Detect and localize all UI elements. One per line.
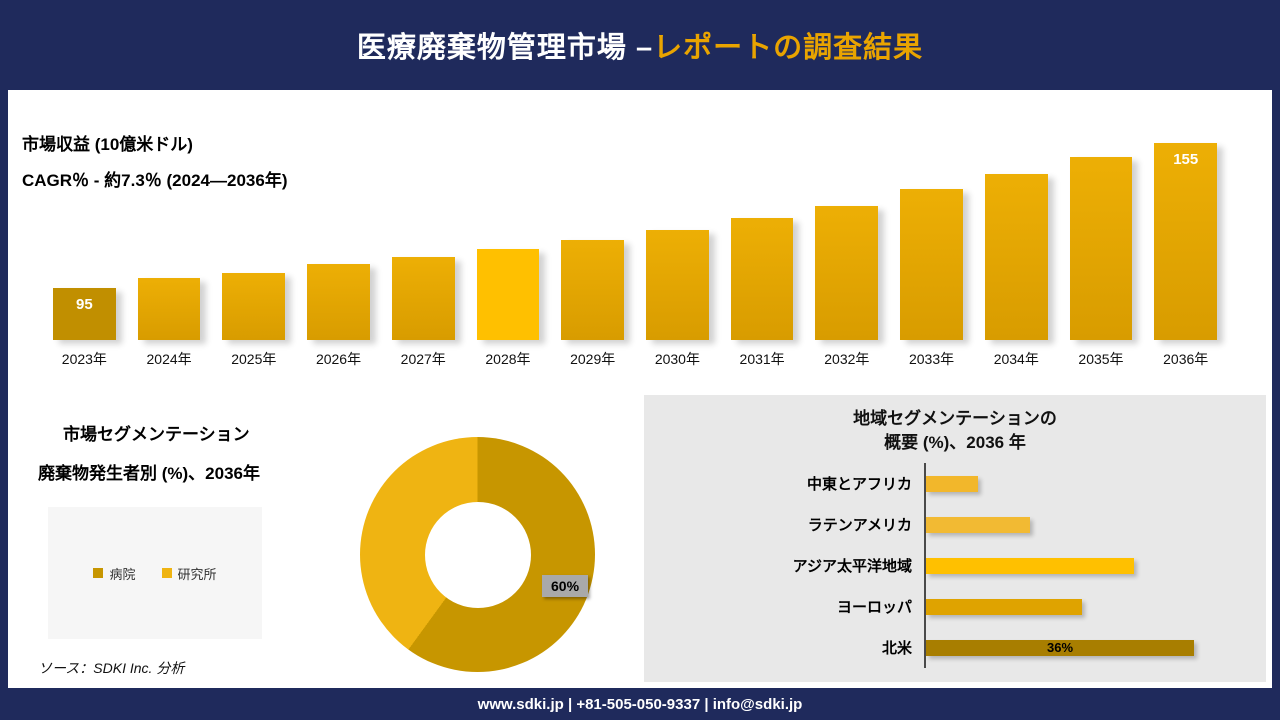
revenue-bar-value-label: 155 — [1173, 151, 1199, 168]
revenue-x-axis-label: 2035年 — [1078, 351, 1124, 367]
regional-bar-zone — [924, 463, 1234, 504]
revenue-x-axis-label: 2025年 — [231, 351, 277, 367]
donut-chart: 60% — [360, 437, 595, 672]
regional-category-label: アジア太平洋地域 — [792, 558, 912, 575]
content-area: 市場収益 (10億米ドル) CAGR％ - 約7.3％ (2024―2036年)… — [8, 90, 1272, 688]
regional-row-3: ヨーロッパ — [654, 586, 1234, 627]
revenue-bar-0: 95 — [53, 288, 116, 340]
segmentation-panel: 市場セグメンテーション 廃棄物発生者別 (%)、2036年 病院 研究所 60% … — [8, 395, 644, 688]
regional-bar-zone — [924, 586, 1234, 627]
revenue-bar-6 — [561, 240, 625, 340]
source-note: ソース：SDKI Inc. 分析 — [38, 660, 185, 676]
revenue-x-axis-label: 2029年 — [570, 351, 616, 367]
revenue-x-axis-label: 2036年 — [1163, 351, 1209, 367]
revenue-x-axis-label: 2030年 — [654, 351, 700, 367]
revenue-bar-5 — [476, 249, 540, 340]
revenue-bar-value-label: 95 — [76, 296, 93, 313]
revenue-bar-column-3: 2026年 — [307, 128, 370, 370]
regional-title: 地域セグメンテーションの 概要 (%)、2036 年 — [644, 407, 1266, 455]
revenue-cagr-label: CAGR％ - 約7.3％ (2024―2036年) — [22, 171, 288, 190]
donut-data-label: 60% — [542, 575, 589, 597]
legend-label: 研究所 — [177, 566, 217, 582]
revenue-x-axis-label: 2028年 — [485, 351, 531, 367]
legend-swatch-icon — [93, 568, 104, 578]
revenue-bar-10 — [900, 189, 963, 340]
regional-bar-zone — [924, 504, 1234, 545]
legend-swatch-icon — [161, 568, 172, 578]
revenue-bar-column-12: 2035年 — [1069, 128, 1133, 370]
regional-bar-value-label: 36% — [1046, 640, 1074, 655]
revenue-bar-12 — [1069, 157, 1133, 340]
regional-bar-3 — [926, 598, 1082, 615]
revenue-bar-7 — [646, 230, 709, 340]
revenue-bar-13: 155 — [1154, 143, 1218, 340]
regional-category-label: 北米 — [881, 640, 912, 657]
regional-bar-zone — [924, 545, 1234, 586]
revenue-bar-column-9: 2032年 — [815, 128, 879, 370]
page-title: 医療廃棄物管理市場 –レポートの調査結果 — [357, 24, 923, 66]
revenue-bar-column-10: 2033年 — [900, 128, 963, 370]
donut-legend: 病院 研究所 — [48, 507, 262, 639]
regional-category-label: ラテンアメリカ — [807, 517, 912, 534]
donut-hole — [424, 501, 531, 608]
footer-contact: www.sdki.jp | +81-505-050-9337 | info@sd… — [477, 695, 803, 713]
page-footer: www.sdki.jp | +81-505-050-9337 | info@sd… — [0, 688, 1280, 720]
legend-label: 病院 — [109, 566, 136, 582]
regional-title-line2: 概要 (%)、2036 年 — [884, 433, 1026, 452]
regional-bar-2 — [926, 557, 1134, 574]
revenue-bar-column-0: 95 2023年 — [53, 128, 116, 370]
revenue-bar-4 — [391, 257, 455, 340]
revenue-bar-column-11: 2034年 — [984, 128, 1048, 370]
legend-item-0: 病院 — [93, 564, 136, 583]
revenue-bar-column-1: 2024年 — [137, 128, 201, 370]
regional-category-label: ヨーロッパ — [836, 599, 912, 616]
regional-title-line1: 地域セグメンテーションの — [853, 409, 1057, 428]
revenue-x-axis-label: 2023年 — [61, 351, 107, 367]
revenue-bar-column-13: 155 2036年 — [1154, 128, 1218, 370]
report-header: 医療廃棄物管理市場 –レポートの調査結果 — [0, 0, 1280, 90]
revenue-bar-3 — [307, 264, 370, 340]
revenue-bar-9 — [815, 206, 879, 340]
revenue-bar-1 — [137, 278, 201, 340]
revenue-x-axis-label: 2031年 — [739, 351, 785, 367]
legend-item-1: 研究所 — [161, 564, 217, 583]
revenue-bar-column-2: 2025年 — [222, 128, 286, 370]
regional-bar-chart: 中東とアフリカ ラテンアメリカアジア太平洋地域ヨーロッパ北米 36% — [654, 463, 1234, 668]
regional-bar-4: 36% — [926, 639, 1194, 656]
revenue-x-axis-label: 2024年 — [146, 351, 192, 367]
revenue-bar-11 — [984, 174, 1048, 340]
revenue-bar-column-6: 2029年 — [561, 128, 625, 370]
regional-bar-zone: 36% — [924, 627, 1234, 668]
revenue-x-axis-label: 2032年 — [824, 351, 870, 367]
revenue-x-axis-label: 2033年 — [908, 351, 955, 367]
segmentation-subtitle: 廃棄物発生者別 (%)、2036年 — [38, 464, 260, 483]
regional-row-1: ラテンアメリカ — [654, 504, 1234, 545]
page-title-main: 医療廃棄物管理市場 – — [356, 32, 654, 64]
regional-row-4: 北米 36% — [654, 627, 1234, 668]
page-title-accent: レポートの調査結果 — [653, 32, 924, 64]
revenue-x-axis-label: 2027年 — [400, 351, 446, 367]
revenue-bar-2 — [222, 273, 286, 340]
regional-panel: 地域セグメンテーションの 概要 (%)、2036 年 中東とアフリカ ラテンアメリ… — [644, 395, 1266, 682]
revenue-bar-chart: 95 2023年 2024年 2025年 2026年 2027年 2028年 2029年 203… — [53, 128, 1218, 370]
revenue-bar-8 — [730, 218, 794, 340]
revenue-metric-label: 市場収益 (10億米ドル) — [22, 135, 193, 154]
regional-row-0: 中東とアフリカ — [654, 463, 1234, 504]
revenue-x-axis-label: 2026年 — [315, 351, 362, 367]
regional-row-2: アジア太平洋地域 — [654, 545, 1234, 586]
revenue-x-axis-label: 2034年 — [993, 351, 1039, 367]
revenue-bar-column-8: 2031年 — [730, 128, 794, 370]
revenue-bar-column-7: 2030年 — [646, 128, 709, 370]
regional-category-label: 中東とアフリカ — [806, 476, 912, 493]
revenue-bar-column-4: 2027年 — [391, 128, 455, 370]
segmentation-title: 市場セグメンテーション — [63, 425, 250, 444]
regional-bar-0 — [926, 475, 978, 492]
regional-bar-1 — [926, 516, 1030, 533]
revenue-bar-column-5: 2028年 — [476, 128, 540, 370]
